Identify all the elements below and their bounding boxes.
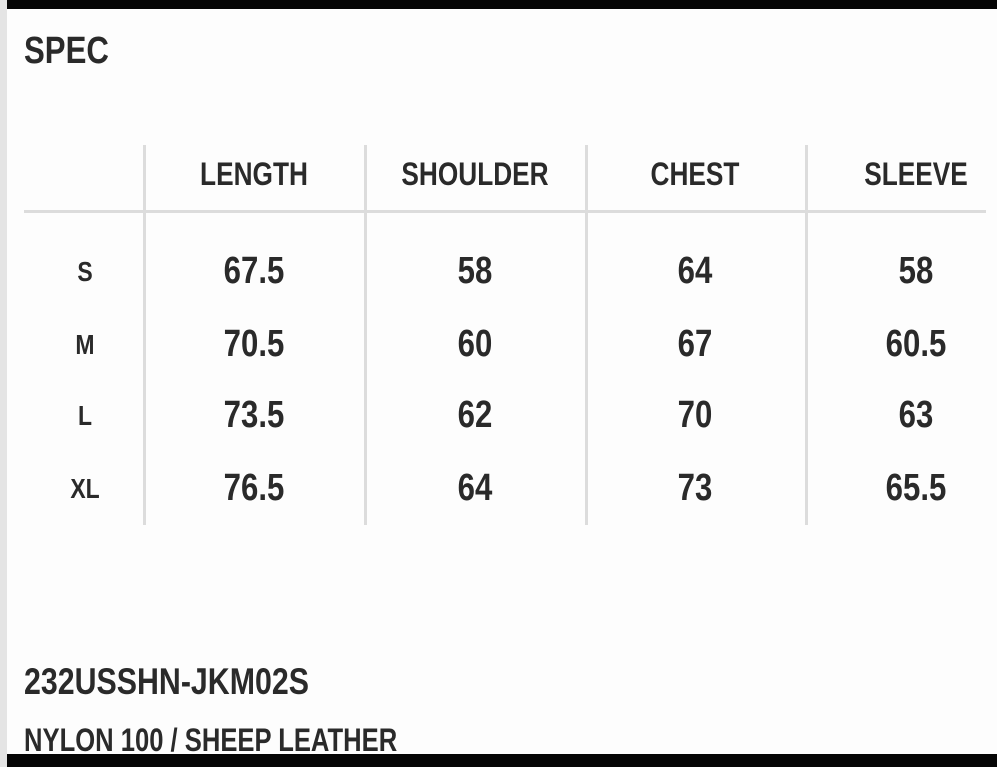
chest-cell: 73 <box>677 467 713 509</box>
size-label: XL <box>70 473 100 504</box>
chest-cell: 70 <box>677 394 713 436</box>
header-divider <box>24 210 986 213</box>
material: NYLON 100 / SHEEP LEATHER <box>24 722 398 758</box>
bottom-border <box>7 754 997 767</box>
column-header-length: LENGTH <box>200 156 308 192</box>
length-cell: 76.5 <box>223 467 285 509</box>
left-edge <box>0 0 7 767</box>
sleeve-cell: 60.5 <box>885 323 947 365</box>
size-label: L <box>77 400 93 431</box>
product-code: 232USSHN-JKM02S <box>24 661 309 702</box>
column-divider <box>364 145 367 525</box>
shoulder-cell: 64 <box>457 467 493 509</box>
shoulder-cell: 62 <box>457 394 493 436</box>
sleeve-cell: 58 <box>898 250 934 292</box>
chest-cell: 64 <box>677 250 713 292</box>
length-cell: 70.5 <box>223 323 285 365</box>
page-title: SPEC <box>24 30 109 72</box>
column-header-shoulder: SHOULDER <box>401 156 549 192</box>
shoulder-cell: 60 <box>457 323 493 365</box>
shoulder-cell: 58 <box>457 250 493 292</box>
column-divider <box>585 145 588 525</box>
chest-cell: 67 <box>677 323 713 365</box>
column-header-chest: CHEST <box>650 156 740 192</box>
column-header-sleeve: SLEEVE <box>864 156 968 192</box>
size-label: S <box>77 256 93 287</box>
sleeve-cell: 63 <box>898 394 934 436</box>
length-cell: 73.5 <box>223 394 285 436</box>
column-divider <box>143 145 146 525</box>
length-cell: 67.5 <box>223 250 285 292</box>
sleeve-cell: 65.5 <box>885 467 947 509</box>
column-divider <box>805 145 808 525</box>
size-label: M <box>75 329 95 360</box>
top-border <box>7 0 997 9</box>
